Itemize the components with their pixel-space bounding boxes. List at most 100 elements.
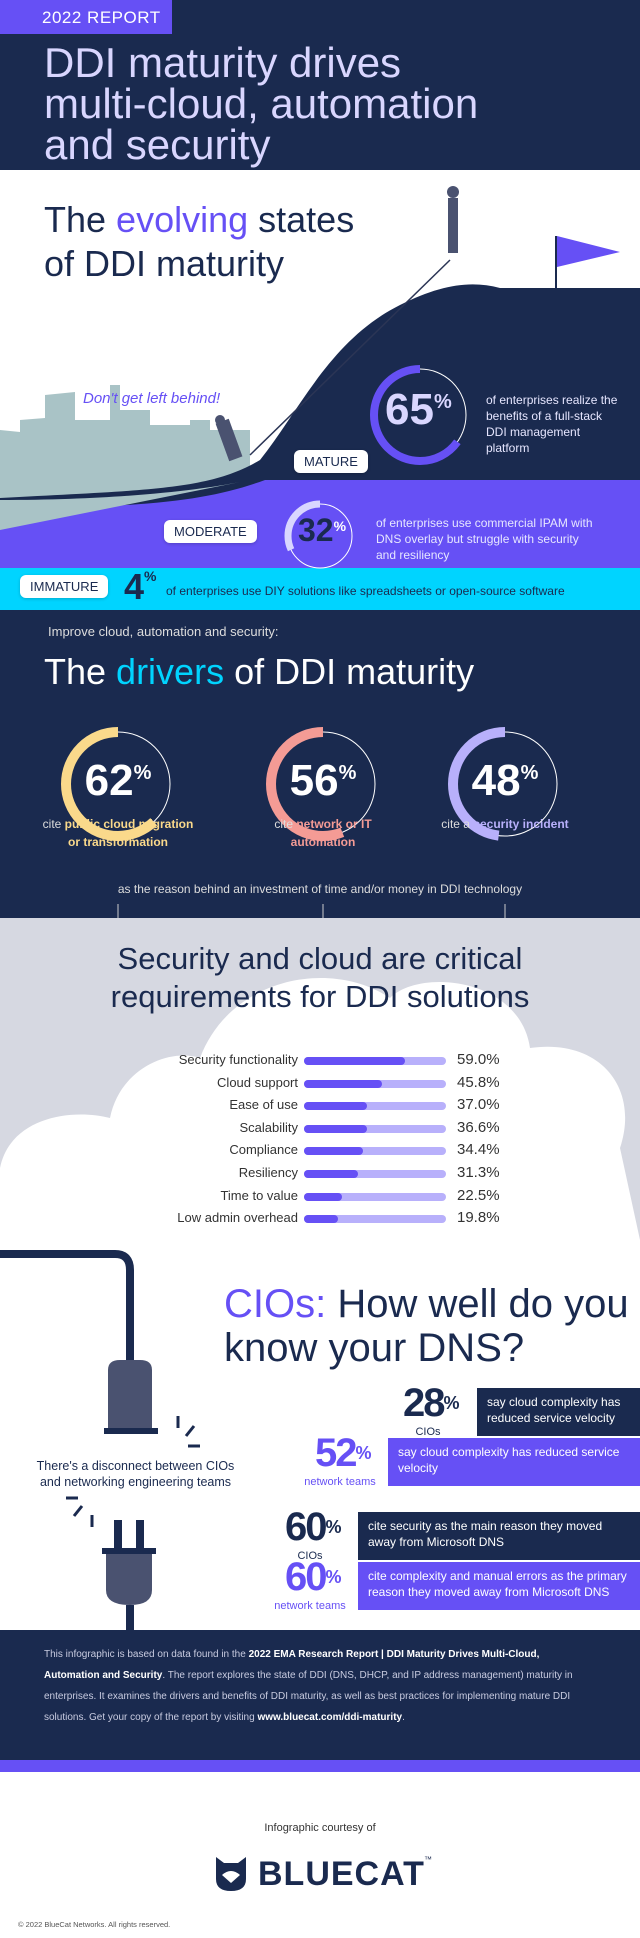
driver-percent: 56%	[289, 756, 357, 805]
bar-label: Scalability	[239, 1119, 298, 1135]
bar-label: Time to value	[220, 1187, 298, 1203]
report-badge: 2022 REPORT	[0, 0, 172, 34]
bar-row: Compliance 34.4%	[0, 1140, 640, 1162]
bar-track	[304, 1124, 446, 1133]
flag-icon	[557, 236, 620, 267]
drivers-footnote: as the reason behind an investment of ti…	[117, 882, 523, 896]
report-link[interactable]: www.bluecat.com/ddi-maturity	[257, 1712, 403, 1723]
bar-row: Ease of use 37.0%	[0, 1095, 640, 1117]
cio-stat-group: CIOs	[297, 1550, 323, 1562]
maturity-section: The evolving states of DDI maturity Don'…	[0, 170, 640, 610]
cio-stat-text: cite complexity and manual errors as the…	[358, 1562, 640, 1610]
kicker: Improve cloud, automation and security:	[48, 624, 279, 639]
bar-label: Security functionality	[178, 1052, 298, 1067]
bar-value: 36.6%	[457, 1118, 500, 1136]
title-line: and security	[44, 121, 271, 168]
cios-section: CIOs: How well do you know your DNS? Ther…	[0, 1240, 640, 1630]
bar-value: 34.4%	[457, 1141, 500, 1159]
moderate-ring	[284, 500, 356, 572]
bar-track	[304, 1079, 446, 1088]
driver-text: cite a security incident	[441, 817, 569, 831]
section-title: Security and cloud are critical requireme…	[110, 941, 530, 1014]
mature-label: MATURE	[294, 450, 368, 473]
accent-strip	[0, 1760, 640, 1772]
bar-value: 22.5%	[457, 1186, 500, 1204]
section-title: The evolving states of DDI maturity	[44, 198, 354, 286]
cio-stat-group: CIOs	[415, 1426, 441, 1438]
footer-note: This infographic is based on data found …	[0, 1630, 640, 1760]
cio-stat-text: cite security as the main reason they mo…	[358, 1512, 640, 1560]
bar-value: 31.3%	[457, 1164, 500, 1181]
cio-stat-group: network teams	[304, 1476, 376, 1488]
mature-percent: 65%	[385, 385, 452, 434]
mature-text: of enterprises realize the benefits of a…	[486, 393, 618, 455]
cio-stat-percent: 28%	[403, 1381, 460, 1425]
tagline: Don't get left behind!	[83, 390, 221, 407]
moderate-text: of enterprises use commercial IPAM with …	[376, 516, 593, 562]
bar-value: 45.8%	[457, 1073, 500, 1091]
bar-fill	[304, 1079, 383, 1088]
driver-percent: 48%	[471, 756, 539, 805]
title-line: DDI maturity drives	[44, 39, 402, 86]
bar-track	[304, 1192, 446, 1201]
bar-row: Resiliency 31.3%	[0, 1163, 640, 1185]
header: 2022 REPORT DDI maturity drives multi-cl…	[0, 0, 640, 170]
bar-row: Security functionality 59.0%	[0, 1050, 640, 1072]
immature-label: IMMATURE	[20, 575, 109, 598]
bar-fill	[304, 1192, 343, 1201]
title-accent: evolving	[116, 199, 249, 240]
bar-track	[304, 1057, 446, 1065]
plug-illustration	[0, 1250, 200, 1630]
bar-fill	[304, 1170, 358, 1178]
cio-stat-percent: 52%	[315, 1431, 372, 1475]
bar-label: Low admin overhead	[177, 1210, 298, 1226]
bar-row: Time to value 22.5%	[0, 1186, 640, 1208]
title-text: The	[44, 199, 117, 240]
section-title: CIOs: How well do you know your DNS?	[224, 1282, 629, 1370]
bar-label: Resiliency	[238, 1165, 298, 1180]
bar-track	[304, 1215, 446, 1224]
title-text: states	[248, 199, 355, 240]
mature-ring	[370, 365, 470, 465]
driver-ring	[266, 727, 380, 841]
bar-row: Scalability 36.6%	[0, 1118, 640, 1140]
bar-value: 59.0%	[457, 1051, 500, 1068]
cio-stat-percent: 60%	[285, 1505, 342, 1549]
driver-text: cite network or IT automation	[274, 817, 372, 849]
bar-track	[304, 1170, 446, 1178]
bar-value: 37.0%	[457, 1096, 500, 1114]
immature-text: of enterprises use DIY solutions like sp…	[166, 584, 565, 598]
bluecat-logo: BLUECAT ™	[214, 1853, 434, 1893]
page-title: DDI maturity drives multi-cloud, automat…	[44, 39, 479, 168]
copyright: © 2022 BlueCat Networks. All rights rese…	[18, 1920, 171, 1929]
drivers-section: Improve cloud, automation and security: …	[0, 610, 640, 932]
cio-stat-text: say cloud complexity has reduced service…	[477, 1388, 640, 1436]
driver-ring	[448, 727, 562, 841]
driver-percent: 62%	[84, 756, 152, 805]
title-text: of DDI maturity	[44, 243, 285, 284]
moderate-percent: 32%	[298, 512, 347, 548]
cio-stat-group: network teams	[274, 1600, 346, 1612]
bar-fill	[304, 1124, 367, 1133]
bar-row: Cloud support 45.8%	[0, 1073, 640, 1095]
bar-label: Ease of use	[229, 1097, 298, 1113]
bar-fill	[304, 1215, 338, 1224]
title-line: multi-cloud, automation	[44, 80, 479, 127]
cio-stat-text: say cloud complexity has reduced service…	[388, 1438, 640, 1486]
immature-percent: 4%	[124, 566, 157, 607]
bar-value: 19.8%	[457, 1209, 500, 1227]
bar-label: Cloud support	[217, 1074, 298, 1090]
bluecat-cat-icon	[216, 1857, 246, 1891]
moderate-label: MODERATE	[164, 520, 257, 543]
requirements-section: Security and cloud are critical requireme…	[0, 918, 640, 1240]
bar-row: Low admin overhead 19.8%	[0, 1208, 640, 1230]
section-title: The drivers of DDI maturity	[44, 651, 475, 692]
bar-track	[304, 1102, 446, 1111]
driver-ring	[61, 727, 175, 841]
disconnect-text: There's a disconnect between CIOs and ne…	[36, 1459, 235, 1489]
bar-fill	[304, 1147, 363, 1156]
bar-track	[304, 1147, 446, 1156]
bar-fill	[304, 1057, 405, 1065]
bar-label: Compliance	[229, 1142, 298, 1158]
cio-stat-percent: 60%	[285, 1555, 342, 1599]
